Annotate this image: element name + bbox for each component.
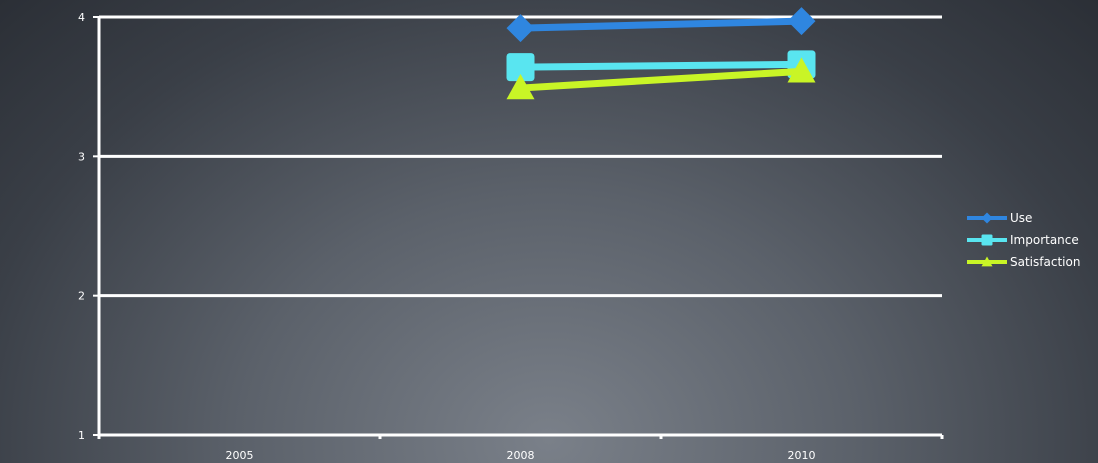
series-line (520, 17, 802, 32)
legend-swatch (967, 256, 1007, 267)
y-tick-label: 3 (78, 150, 85, 163)
legend-item: Use (966, 207, 1080, 229)
legend-marker (981, 256, 993, 267)
legend-swatch (967, 212, 1007, 224)
legend-label: Satisfaction (1010, 255, 1081, 269)
legend-item: Importance (966, 229, 1080, 251)
legend-marker (981, 212, 993, 224)
y-tick-label: 1 (78, 429, 85, 442)
x-tick-label: 2010 (788, 449, 816, 462)
data-point (506, 74, 535, 100)
y-tick-label: 4 (78, 11, 85, 24)
data-point (506, 53, 535, 82)
series-use (506, 7, 816, 43)
legend-marker (981, 234, 993, 246)
series-layer (506, 7, 816, 100)
legend-swatch (967, 234, 1007, 246)
x-tick-label: 2005 (226, 449, 254, 462)
y-tick-labels: 1 2 3 4 (78, 11, 85, 442)
series-line (520, 67, 802, 92)
data-point (787, 7, 816, 36)
data-point (787, 57, 816, 83)
legend: Use Importance Satisfaction (966, 207, 1080, 273)
legend-label: Use (1010, 211, 1033, 225)
series-line (520, 60, 802, 71)
data-point (506, 14, 535, 43)
series-satisfaction (506, 57, 816, 100)
legend-label: Importance (1010, 233, 1079, 247)
x-tick-labels: 2005 2008 2010 (226, 449, 816, 462)
y-tick-label: 2 (78, 290, 85, 303)
legend-item: Satisfaction (966, 251, 1080, 273)
x-tick-label: 2008 (507, 449, 535, 462)
axes (93, 16, 944, 439)
